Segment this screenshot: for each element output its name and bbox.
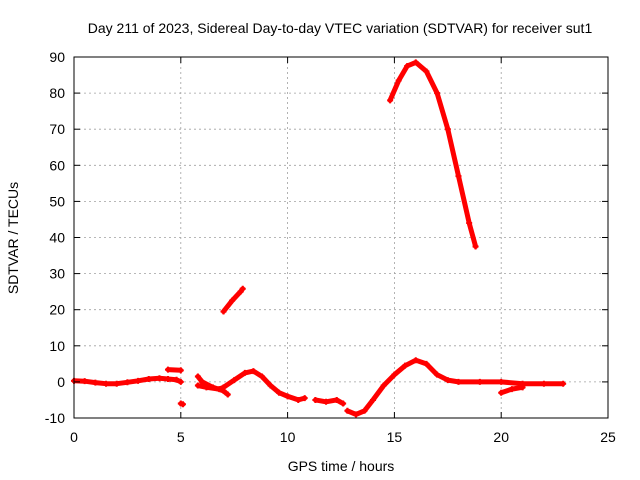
data-point [466, 220, 473, 227]
y-tick-label: -10 [45, 410, 65, 426]
data-point [229, 297, 236, 304]
data-point [391, 371, 398, 378]
y-tick-label: 10 [49, 338, 65, 354]
data-point [177, 378, 184, 385]
axis-ticks: 0 5 10 15 20 25 -10 0 10 20 30 40 50 60 70 80 90 [45, 49, 616, 445]
data-point [92, 379, 99, 386]
data-point [423, 360, 430, 367]
data-point [476, 378, 483, 385]
data-point [220, 308, 227, 315]
x-tick-label: 10 [280, 429, 296, 445]
data-point [177, 367, 184, 374]
data-point [560, 380, 567, 387]
data-point [387, 97, 394, 104]
data-point [203, 384, 210, 391]
grid [74, 57, 608, 418]
data-point [434, 90, 441, 97]
data-point [352, 411, 359, 418]
data-point [179, 401, 186, 408]
x-tick-label: 25 [600, 429, 616, 445]
data-point [231, 377, 238, 384]
data-point [194, 382, 201, 389]
series-seg8 [344, 357, 566, 417]
y-tick-label: 0 [57, 374, 65, 390]
data-point [498, 378, 505, 385]
data-point [194, 373, 201, 380]
data-point [444, 126, 451, 133]
data-point [455, 173, 462, 180]
data-point [344, 407, 351, 414]
y-tick-label: 30 [49, 266, 65, 282]
data-point [241, 369, 248, 376]
data-point [519, 384, 526, 391]
y-tick-label: 20 [49, 302, 65, 318]
x-tick-label: 0 [70, 429, 78, 445]
data-point [81, 378, 88, 385]
data-point [276, 389, 283, 396]
data-point [412, 357, 419, 364]
x-tick-label: 20 [493, 429, 509, 445]
data-point [333, 396, 340, 403]
data-point [370, 396, 377, 403]
data-point [156, 375, 163, 382]
y-tick-label: 50 [49, 193, 65, 209]
series-seg10 [387, 59, 479, 249]
data-point [455, 378, 462, 385]
data-point [113, 380, 120, 387]
data-point [124, 379, 131, 386]
data-point [472, 243, 479, 250]
y-tick-label: 70 [49, 121, 65, 137]
data-point [402, 362, 409, 369]
data-point [103, 380, 110, 387]
data-point [220, 384, 227, 391]
data-point [323, 398, 330, 405]
data-point [312, 396, 319, 403]
data-point [444, 377, 451, 384]
data-point [404, 63, 411, 70]
data-point [284, 393, 291, 400]
data-point [380, 382, 387, 389]
data-point [173, 376, 180, 383]
data-point [135, 377, 142, 384]
data-point [361, 407, 368, 414]
chart-title: Day 211 of 2023, Sidereal Day-to-day VTE… [88, 20, 593, 36]
y-axis-label: SDTVAR / TECUs [5, 182, 21, 294]
data-point [258, 373, 265, 380]
data-point [301, 395, 308, 402]
data-point [239, 285, 246, 292]
data-point [250, 368, 257, 375]
data-point [508, 386, 515, 393]
y-tick-label: 90 [49, 49, 65, 65]
series-seg7 [312, 397, 346, 407]
data-point [395, 77, 402, 84]
data-point [498, 389, 505, 396]
data-series [71, 59, 567, 418]
data-point [540, 380, 547, 387]
data-point [340, 400, 347, 407]
x-tick-label: 15 [387, 429, 403, 445]
x-tick-label: 5 [177, 429, 185, 445]
data-point [164, 376, 171, 383]
data-point [145, 376, 152, 383]
y-tick-label: 80 [49, 85, 65, 101]
data-point [216, 386, 223, 393]
data-point [267, 382, 274, 389]
data-point [412, 59, 419, 66]
y-tick-label: 60 [49, 157, 65, 173]
x-axis-label: GPS time / hours [288, 458, 395, 474]
data-point [164, 366, 171, 373]
data-point [434, 371, 441, 378]
series-seg6 [221, 286, 246, 314]
data-point [423, 68, 430, 75]
data-point [295, 396, 302, 403]
y-tick-label: 40 [49, 230, 65, 246]
data-point [224, 391, 231, 398]
